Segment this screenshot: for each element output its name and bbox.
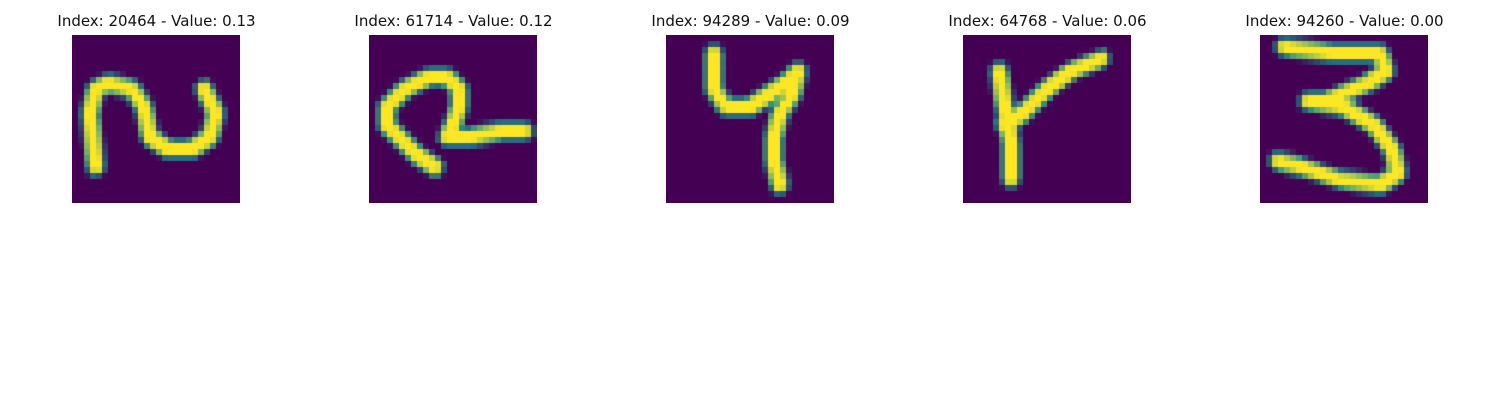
panel-title-1: Index: 20464 - Value: 0.13 xyxy=(57,12,256,30)
panel-title-5: Index: 94260 - Value: 0.00 xyxy=(1245,12,1444,30)
panel-title-2: Index: 61714 - Value: 0.12 xyxy=(354,12,553,30)
digit-image-2 xyxy=(369,35,537,203)
digit-image-4 xyxy=(963,35,1131,203)
panel-title-3: Index: 94289 - Value: 0.09 xyxy=(651,12,850,30)
digit-image-5 xyxy=(1260,35,1428,203)
panel-title-4: Index: 64768 - Value: 0.06 xyxy=(948,12,1147,30)
digit-image-1 xyxy=(72,35,240,203)
digit-image-3 xyxy=(666,35,834,203)
